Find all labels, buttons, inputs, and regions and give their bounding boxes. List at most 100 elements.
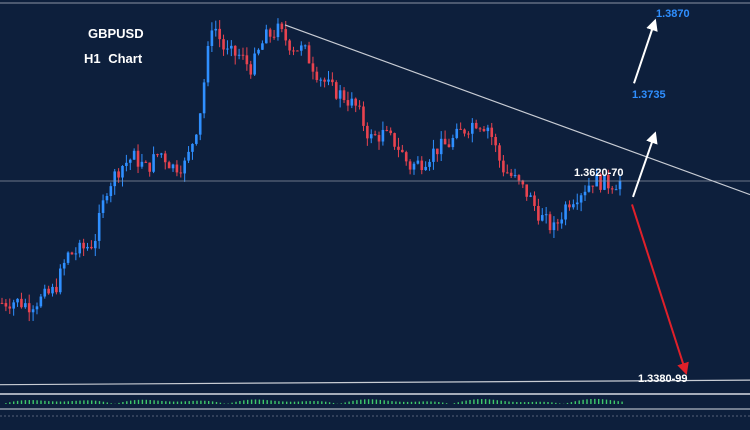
candle-body: [478, 128, 482, 130]
candle-body: [443, 138, 447, 145]
chart-title: GBPUSD: [88, 26, 144, 41]
candle-body: [607, 174, 610, 189]
candle-body: [97, 212, 101, 241]
candle-body: [548, 214, 552, 231]
candle-body: [121, 165, 124, 178]
candle-body: [265, 29, 268, 44]
candle-body: [218, 28, 221, 40]
candle-body: [249, 64, 253, 75]
candle-body: [404, 152, 408, 162]
candle-body: [498, 145, 501, 161]
candle-body: [39, 296, 43, 307]
candle-body: [222, 39, 225, 50]
candle-body: [117, 171, 120, 178]
candle-body: [276, 23, 280, 38]
candle-body: [521, 180, 525, 185]
candle-body: [292, 50, 295, 52]
candle-body: [533, 195, 536, 206]
annotation-lines: [0, 2, 750, 386]
candle-body: [560, 219, 563, 224]
candle-body: [113, 171, 117, 187]
candle-body: [474, 122, 478, 129]
candle-body: [354, 98, 357, 106]
candle-body: [0, 302, 4, 304]
candle-body: [70, 252, 74, 255]
candle-body: [175, 164, 179, 173]
candle-body: [284, 29, 288, 41]
candle-body: [191, 143, 194, 152]
candle-body: [603, 174, 606, 190]
candle-body: [303, 45, 307, 47]
candle-body: [144, 161, 148, 163]
candle-body: [4, 303, 8, 307]
candle-body: [537, 205, 540, 221]
candle-body: [467, 133, 470, 135]
candle-body: [101, 200, 105, 213]
candle-body: [20, 298, 23, 308]
candle-body: [599, 174, 602, 190]
candle-body: [183, 160, 186, 174]
candle-body: [214, 28, 218, 31]
candle-body: [564, 204, 567, 220]
candle-body: [401, 149, 404, 153]
candle-body: [544, 214, 548, 216]
candle-body: [579, 195, 583, 203]
candle-body: [299, 45, 303, 51]
candle-body: [16, 298, 19, 303]
candle-body: [315, 71, 319, 81]
candle-body: [381, 129, 385, 142]
candle-body: [187, 151, 190, 161]
up-arrow-target-2: [632, 131, 658, 198]
candle-body: [253, 53, 256, 75]
candle-body: [202, 82, 206, 114]
candle-body: [540, 215, 544, 221]
candle-body: [502, 160, 505, 173]
candle-body: [490, 127, 494, 137]
candle-body: [55, 286, 58, 293]
candle-body: [195, 134, 198, 144]
candle-body: [397, 146, 400, 150]
candle-body: [167, 162, 171, 169]
candle-body: [8, 306, 12, 309]
candle-body: [424, 166, 427, 171]
candle-body: [268, 29, 272, 37]
resistance-trendline: [284, 24, 750, 196]
candle-body: [226, 48, 229, 50]
candle-body: [525, 184, 529, 197]
candle-body: [432, 148, 435, 162]
candle-body: [517, 175, 521, 181]
candle-body: [59, 268, 62, 293]
candle-body: [261, 43, 264, 50]
candle-body: [505, 172, 509, 174]
candle-body: [90, 246, 93, 249]
candle-body: [393, 133, 396, 147]
candle-body: [160, 153, 163, 155]
candle-body: [93, 240, 97, 249]
candle-body: [27, 303, 31, 313]
candle-body: [272, 36, 276, 38]
candle-body: [307, 45, 311, 64]
candle-body: [362, 106, 365, 126]
candle-body: [43, 288, 47, 297]
chart-timeframe: H1 Chart: [84, 51, 143, 66]
candle-body: [350, 98, 354, 106]
candle-body: [428, 161, 431, 167]
candle-body: [31, 309, 35, 313]
candle-body: [583, 191, 587, 196]
candle-body: [610, 188, 614, 190]
candle-body: [245, 55, 249, 65]
candle-body: [125, 162, 128, 166]
candle-body: [591, 185, 595, 187]
candle-body: [24, 303, 27, 308]
candle-body: [237, 54, 241, 56]
target-2-label: 1.3735: [632, 89, 666, 101]
candle-body: [373, 134, 377, 136]
candle-body: [369, 134, 373, 139]
candle-body: [171, 164, 175, 169]
candle-body: [319, 79, 323, 81]
candle-body: [463, 129, 466, 134]
candle-body: [486, 127, 490, 132]
support-label: 1.3380-99: [638, 373, 688, 385]
